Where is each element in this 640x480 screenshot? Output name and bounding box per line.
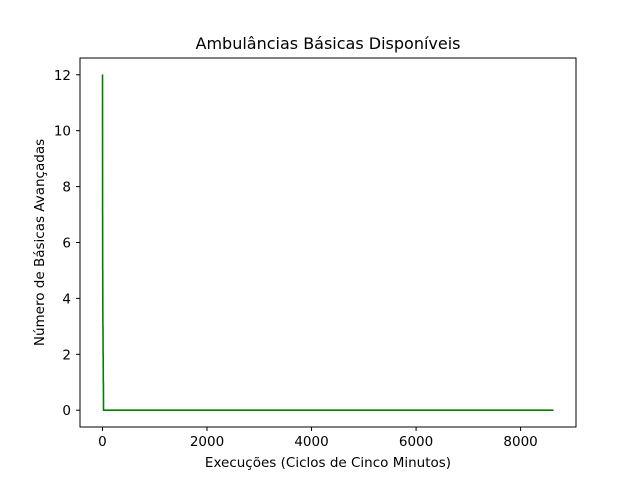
y-tick-label: 4 xyxy=(62,291,71,307)
y-axis-ticks: 0 2 4 6 8 10 12 xyxy=(54,68,80,419)
y-tick-label: 10 xyxy=(54,124,71,140)
plot-frame xyxy=(79,57,577,428)
y-tick-label: 8 xyxy=(62,180,71,196)
chart-title: Ambulâncias Básicas Disponíveis xyxy=(196,34,461,53)
x-tick-label: 2000 xyxy=(190,434,224,450)
y-tick-label: 2 xyxy=(62,347,71,363)
x-tick-label: 8000 xyxy=(503,434,537,450)
series-line-0 xyxy=(101,73,554,412)
series-layer xyxy=(101,73,554,412)
y-axis-label: Número de Básicas Avançadas xyxy=(32,139,48,346)
y-tick-label: 12 xyxy=(54,68,71,84)
x-axis-label: Execuções (Ciclos de Cinco Minutos) xyxy=(205,455,451,471)
x-tick-label: 4000 xyxy=(294,434,328,450)
y-tick-label: 6 xyxy=(62,236,71,252)
x-tick-label: 0 xyxy=(98,434,107,450)
y-tick-label: 0 xyxy=(62,403,71,419)
x-tick-label: 6000 xyxy=(399,434,433,450)
x-axis-ticks: 0 2000 4000 6000 8000 xyxy=(98,427,538,450)
